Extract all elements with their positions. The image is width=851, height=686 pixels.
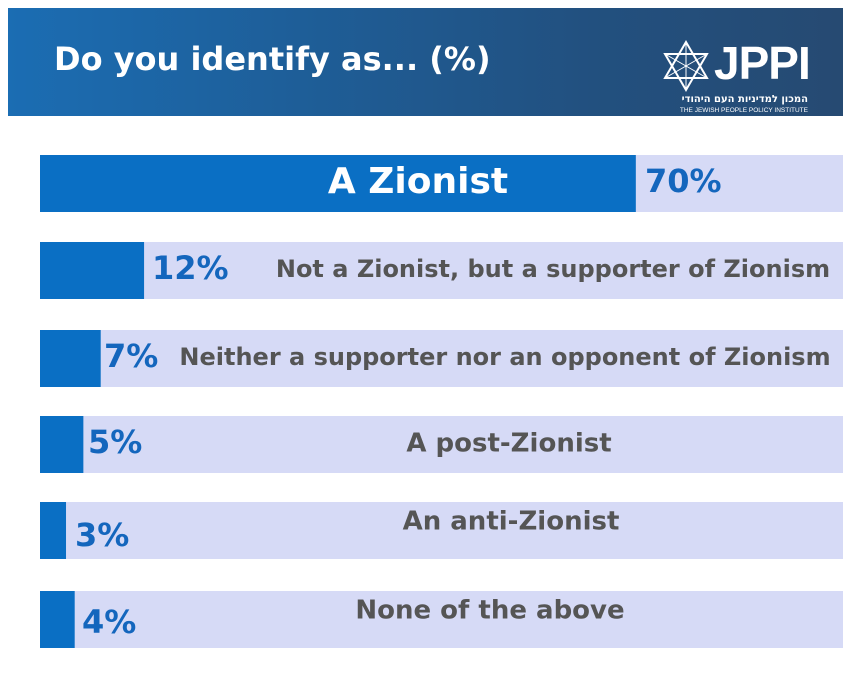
category-label: Not a Zionist, but a supporter of Zionis…	[276, 255, 830, 283]
value-label: 12%	[152, 249, 229, 287]
category-label: A post-Zionist	[406, 429, 611, 459]
bar	[40, 591, 75, 648]
bar-track	[40, 416, 843, 473]
chart-title: Do you identify as... (%)	[54, 40, 491, 78]
logo-hebrew: המכון למדיניות העם היהודי	[681, 94, 808, 105]
logo-text: JPPI	[714, 37, 811, 89]
bar	[40, 416, 84, 473]
category-label: Neither a supporter nor an opponent of Z…	[179, 343, 830, 371]
star-of-david-icon	[663, 40, 709, 92]
bar-track	[40, 502, 843, 559]
value-label: 7%	[104, 337, 158, 375]
category-label: A Zionist	[328, 161, 508, 202]
bar-track	[40, 330, 843, 387]
logo-subtitle: THE JEWISH PEOPLE POLICY INSTITUTE	[679, 107, 808, 114]
jppi-logo: JPPI המכון למדיניות העם היהודי THE JEWIS…	[658, 32, 811, 120]
chart-header: Do you identify as... (%) JPPI המכון למד…	[8, 8, 843, 116]
bar	[40, 155, 636, 212]
value-label: 5%	[88, 423, 142, 461]
bar-track	[40, 591, 843, 648]
value-label: 4%	[82, 603, 136, 641]
value-label: 3%	[75, 516, 129, 554]
bar	[40, 330, 101, 387]
bar	[40, 502, 67, 559]
value-label: 70%	[645, 162, 722, 200]
bar	[40, 242, 145, 299]
category-label: An anti-Zionist	[403, 507, 620, 537]
bar-track	[40, 242, 843, 299]
category-label: None of the above	[355, 596, 624, 626]
